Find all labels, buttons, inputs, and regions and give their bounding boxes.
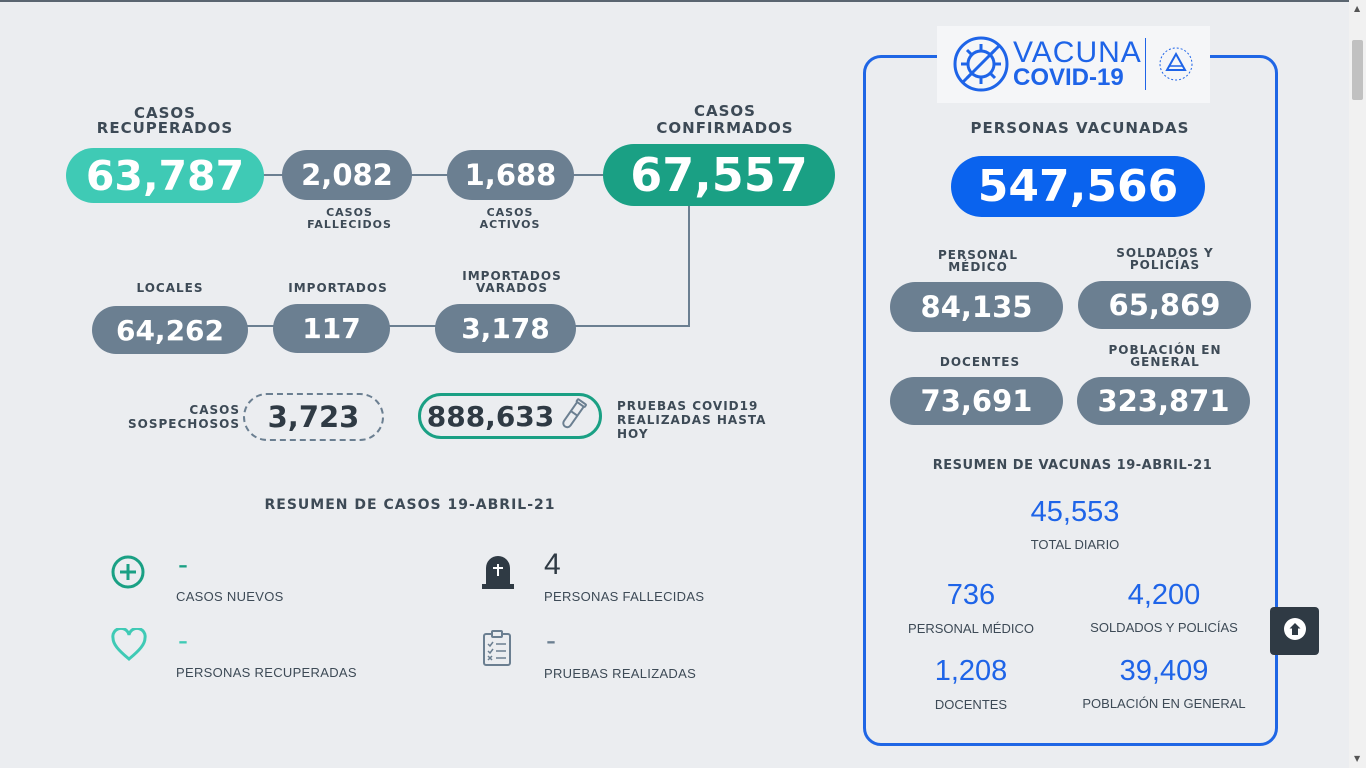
- heart-icon: [110, 626, 148, 666]
- sospechosos-label: CASOS SOSPECHOSOS: [127, 403, 240, 431]
- plus-circle-icon: [110, 554, 146, 594]
- importados-label: IMPORTADOS: [288, 281, 388, 295]
- docentes-label: DOCENTES: [939, 355, 1021, 369]
- tombstone-icon: [480, 554, 516, 594]
- scrollbar-thumb[interactable]: [1352, 40, 1363, 100]
- d-poblacion-label: POBLACIÓN EN GENERAL: [1082, 696, 1246, 711]
- coat-of-arms-icon: [1158, 46, 1194, 86]
- scrollbar-track[interactable]: ▲ ▼: [1349, 0, 1366, 768]
- test-tube-icon: [558, 397, 588, 437]
- confirmados-label: CASOS CONFIRMADOS: [656, 102, 794, 137]
- activos-value: 1,688: [447, 150, 574, 200]
- d-soldados-value: 4,200: [1127, 579, 1201, 611]
- d-docentes-value: 1,208: [934, 655, 1008, 687]
- d-medico-label: PERSONAL MÉDICO: [908, 621, 1034, 636]
- d-soldados-label: SOLDADOS Y POLICÍAS: [1090, 620, 1238, 635]
- recuperados-label: CASOS RECUPERADOS: [96, 104, 234, 137]
- soldados-value: 65,869: [1078, 281, 1251, 329]
- docentes-value: 73,691: [890, 377, 1063, 425]
- medico-label: PERSONAL MÉDICO: [937, 248, 1019, 274]
- vacuna-logo: VACUNA COVID-19: [937, 26, 1210, 103]
- logo-divider: [1145, 38, 1146, 90]
- arrow-up-circle-icon: [1283, 617, 1307, 645]
- virus-icon: [951, 34, 1011, 98]
- connector-line: [688, 205, 690, 326]
- fallecidos-label: CASOS FALLECIDOS: [307, 206, 392, 231]
- importados-value: 117: [273, 304, 390, 353]
- locales-value: 64,262: [92, 306, 248, 354]
- d-poblacion-value: 39,409: [1119, 655, 1209, 687]
- connector-line: [255, 174, 615, 176]
- recuperados-value: 63,787: [66, 148, 264, 203]
- logo-line2: COVID-19: [1013, 64, 1124, 91]
- casos-nuevos-value: -: [178, 548, 188, 581]
- activos-label: CASOS ACTIVOS: [479, 206, 541, 231]
- total-diario-value: 45,553: [1030, 496, 1120, 528]
- clipboard-icon: [480, 629, 514, 671]
- fallecidas-label: PERSONAS FALLECIDAS: [544, 589, 705, 604]
- personas-vacunadas-value: 547,566: [951, 156, 1205, 217]
- pruebas-label: PRUEBAS COVID19 REALIZADAS HASTA HOY: [617, 399, 767, 441]
- fallecidos-value: 2,082: [282, 150, 412, 200]
- varados-label: IMPORTADOS VARADOS: [462, 269, 562, 295]
- pruebas-realizadas-value: -: [546, 624, 556, 657]
- total-diario-label: TOTAL DIARIO: [1030, 537, 1120, 552]
- pruebas-realizadas-label: PRUEBAS REALIZADAS: [544, 666, 697, 681]
- scroll-down-arrow-icon[interactable]: ▼: [1354, 754, 1361, 763]
- medico-value: 84,135: [890, 282, 1063, 332]
- confirmados-value: 67,557: [603, 144, 835, 206]
- d-medico-value: 736: [946, 579, 996, 611]
- recuperadas-label: PERSONAS RECUPERADAS: [176, 665, 357, 680]
- fallecidas-value: 4: [544, 548, 561, 581]
- recuperadas-value: -: [178, 624, 188, 657]
- resumen-casos-title: RESUMEN DE CASOS 19-ABRIL-21: [264, 497, 556, 513]
- pruebas-value: 888,633: [426, 399, 555, 433]
- poblacion-label: POBLACIÓN EN GENERAL: [1108, 343, 1222, 369]
- locales-label: LOCALES: [136, 281, 204, 295]
- logo-line1: VACUNA: [1013, 36, 1142, 69]
- poblacion-value: 323,871: [1077, 377, 1250, 425]
- scroll-to-top-button[interactable]: [1270, 607, 1319, 655]
- casos-nuevos-label: CASOS NUEVOS: [176, 589, 284, 604]
- pruebas-box: [418, 393, 602, 439]
- scroll-up-arrow-icon[interactable]: ▲: [1354, 4, 1361, 13]
- resumen-vacunas-title: RESUMEN DE VACUNAS 19-ABRIL-21: [932, 458, 1213, 473]
- varados-value: 3,178: [435, 304, 576, 353]
- personas-vacunadas-label: PERSONAS VACUNADAS: [970, 119, 1190, 137]
- sospechosos-value: 3,723: [243, 393, 384, 441]
- soldados-label: SOLDADOS Y POLICÍAS: [1116, 246, 1214, 272]
- d-docentes-label: DOCENTES: [934, 697, 1008, 712]
- top-border: [0, 0, 1366, 2]
